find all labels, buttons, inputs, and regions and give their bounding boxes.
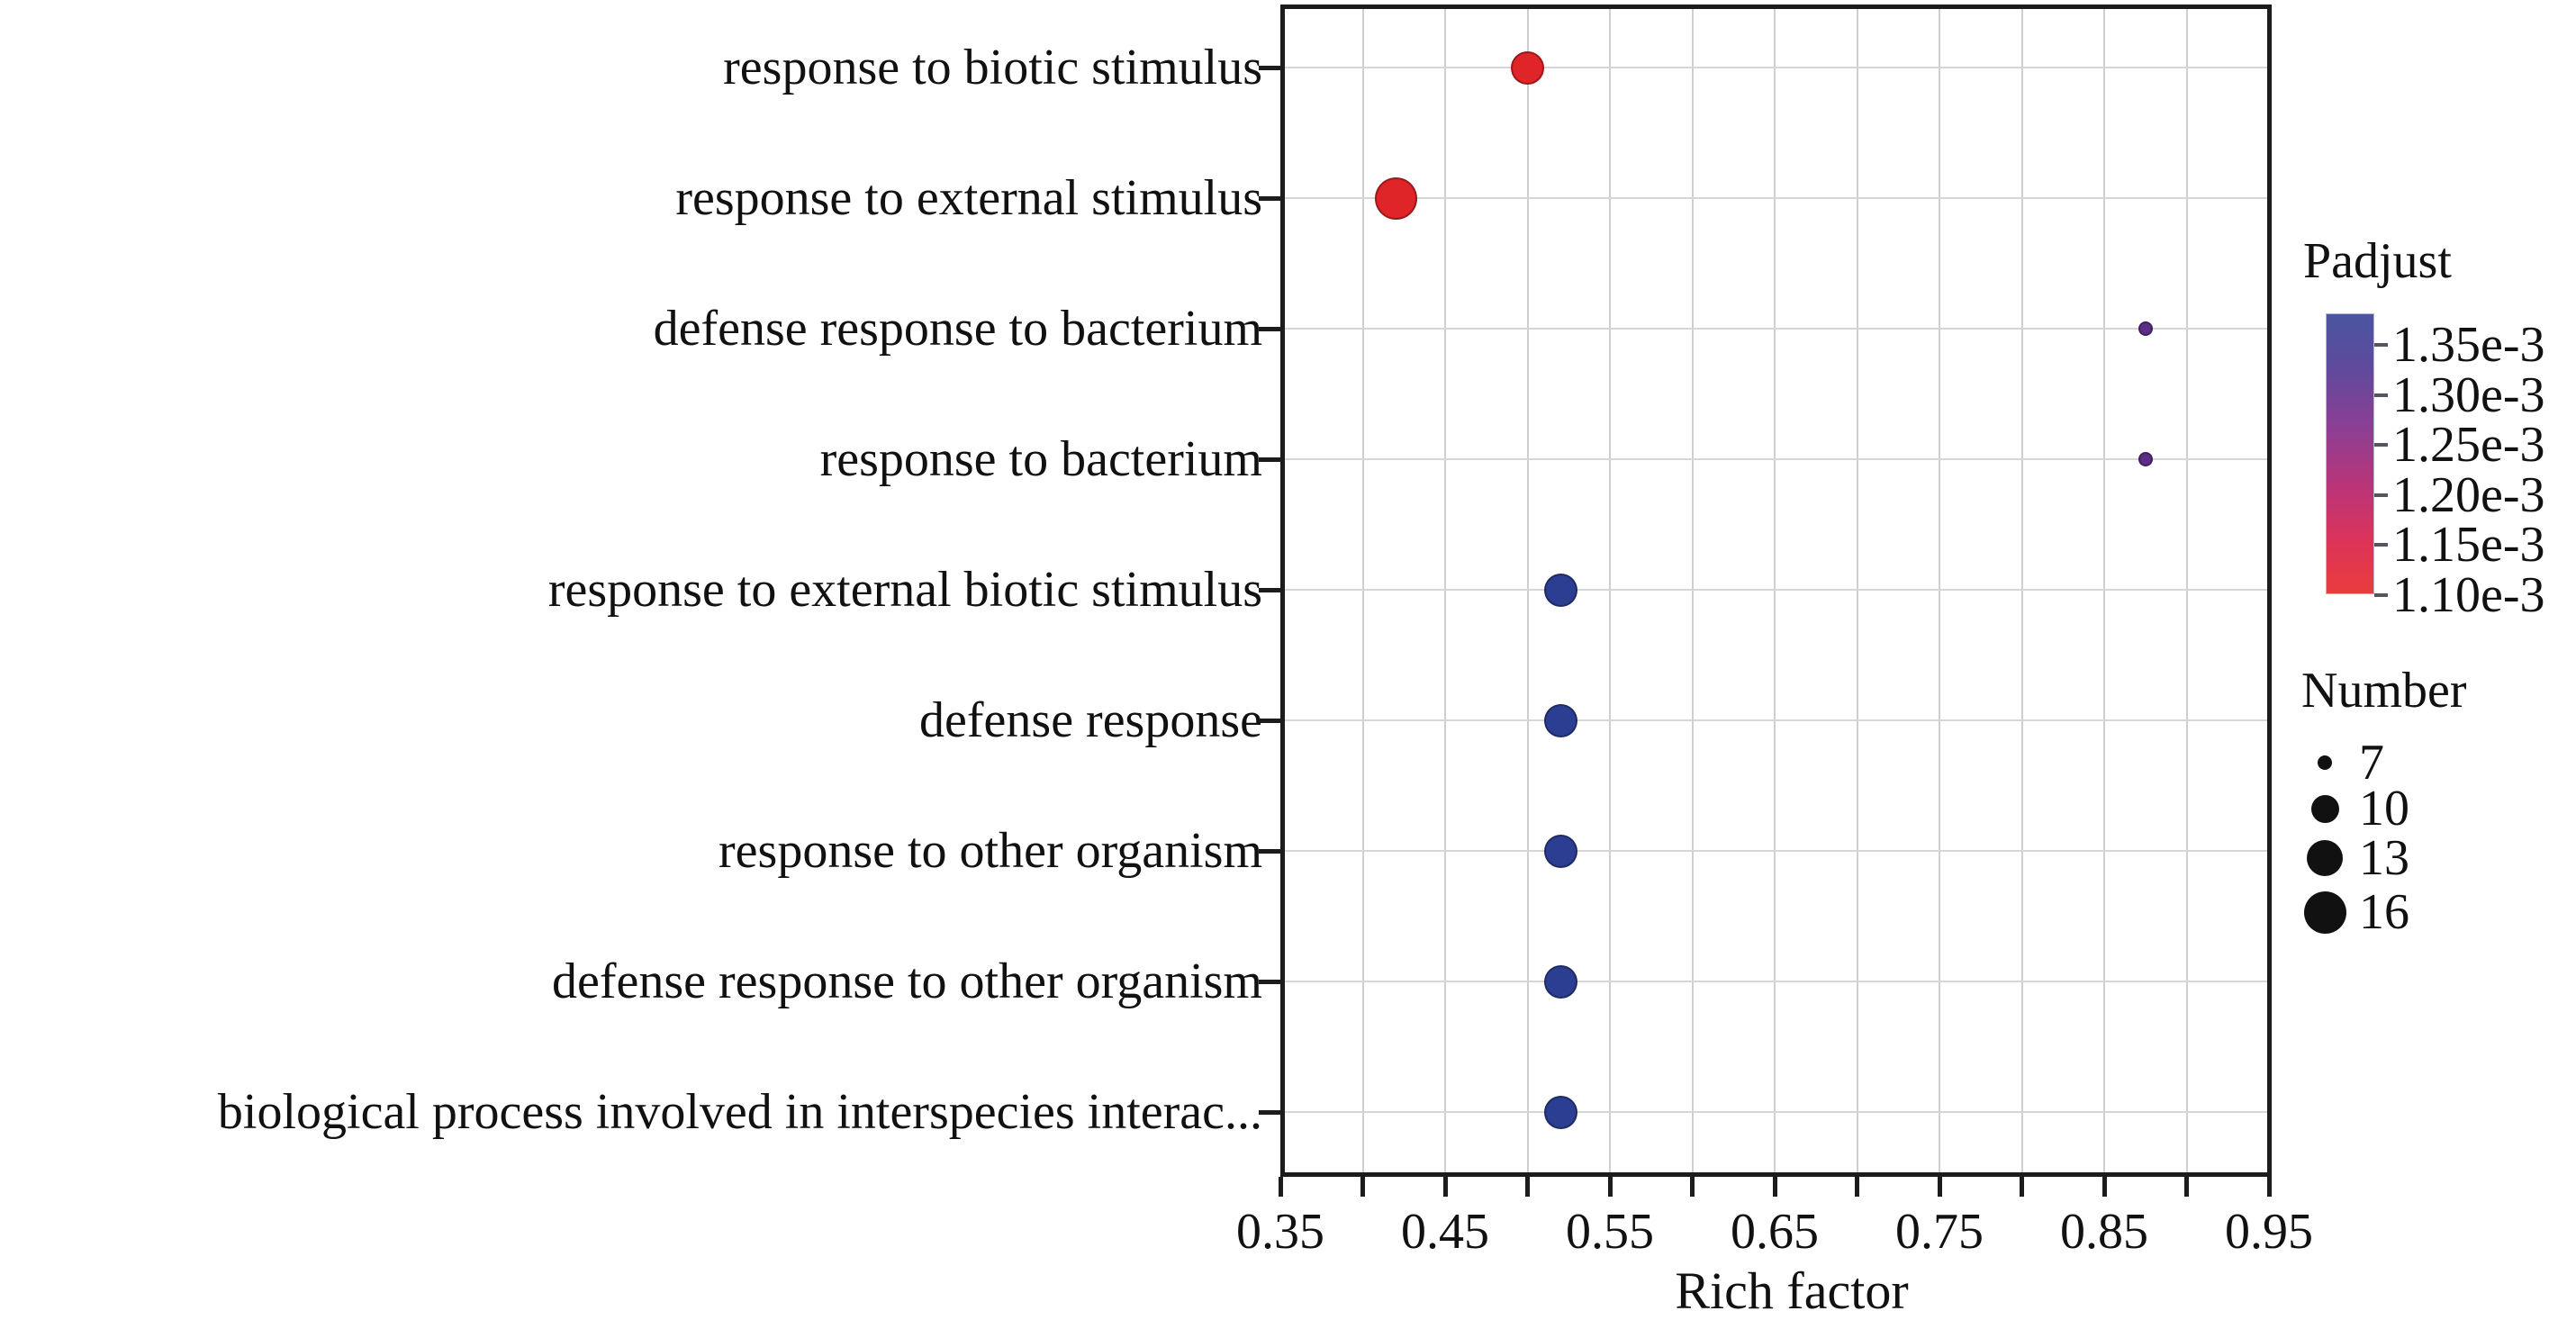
data-point [2138, 452, 2153, 466]
number-legend-dot [2318, 755, 2332, 770]
colorbar-tick [2374, 493, 2388, 497]
x-axis-tick [1278, 1177, 1283, 1197]
gridline-vertical [1691, 9, 1694, 1172]
y-axis-tick [1259, 848, 1280, 854]
data-point [1543, 1095, 1577, 1129]
colorbar-tick-label: 1.15e-3 [2392, 517, 2545, 574]
x-axis-tick [1360, 1177, 1365, 1197]
number-legend-dot [2310, 794, 2339, 823]
data-point [1543, 573, 1577, 607]
category-label: response to biotic stimulus [723, 40, 1262, 95]
gridline-horizontal [1285, 589, 2267, 591]
colorbar-tick-label: 1.20e-3 [2392, 466, 2545, 523]
y-axis-tick [1259, 65, 1280, 70]
colorbar-tick [2374, 393, 2388, 397]
number-legend-label: 13 [2359, 830, 2409, 886]
padjust-colorbar [2326, 313, 2374, 594]
x-tick-label: 0.65 [1731, 1204, 1819, 1260]
x-tick-label: 0.85 [2060, 1204, 2148, 1260]
x-tick-label: 0.45 [1401, 1204, 1489, 1260]
number-legend-dot [2303, 891, 2346, 934]
gridline-vertical [2103, 9, 2105, 1172]
category-label: response to bacterium [819, 431, 1262, 487]
y-axis-tick [1259, 1109, 1280, 1115]
colorbar-tick [2374, 343, 2388, 347]
gridline-horizontal [1285, 458, 2267, 460]
gridline-vertical [1609, 9, 1611, 1172]
data-point [2138, 321, 2153, 336]
category-label: defense response to bacterium [653, 301, 1262, 357]
x-axis-tick [1772, 1177, 1777, 1197]
x-tick-label: 0.35 [1236, 1204, 1324, 1260]
padjust-legend-title: Padjust [2303, 233, 2452, 289]
gridline-vertical [1774, 9, 1776, 1172]
gridline-vertical [1444, 9, 1446, 1172]
x-tick-label: 0.75 [1895, 1204, 1984, 1260]
gridline-horizontal [1285, 719, 2267, 721]
x-axis-tick [1442, 1177, 1448, 1197]
colorbar-tick [2374, 593, 2388, 597]
colorbar-tick [2374, 443, 2388, 448]
number-legend-label: 16 [2359, 884, 2409, 940]
y-axis-tick [1259, 457, 1280, 462]
gridline-horizontal [1285, 197, 2267, 199]
x-axis-tick [1525, 1177, 1530, 1197]
x-axis-tick [1607, 1177, 1613, 1197]
x-axis-tick [2101, 1177, 2107, 1197]
x-axis-tick [2020, 1177, 2024, 1197]
gridline-horizontal [1285, 328, 2267, 330]
number-legend-label: 7 [2359, 735, 2384, 791]
number-legend-dot [2307, 840, 2343, 876]
y-axis-tick [1259, 326, 1280, 331]
category-label: defense response to other organism [552, 954, 1262, 1009]
x-axis-tick [1690, 1177, 1695, 1197]
colorbar-tick [2374, 543, 2388, 547]
gridline-horizontal [1285, 1111, 2267, 1113]
data-point [1543, 703, 1577, 737]
colorbar-tick-label: 1.35e-3 [2392, 317, 2545, 373]
y-axis-tick [1259, 718, 1280, 723]
data-point [1511, 50, 1544, 85]
gridline-vertical [1361, 9, 1364, 1172]
number-legend-title: Number [2301, 663, 2467, 719]
y-axis-tick [1259, 587, 1280, 592]
data-point [1543, 964, 1577, 999]
gridline-vertical [2020, 9, 2023, 1172]
category-label: response to external stimulus [675, 170, 1262, 226]
category-label: biological process involved in interspec… [217, 1084, 1262, 1140]
x-axis-title: Rich factor [1675, 1261, 1909, 1320]
y-axis-tick [1259, 195, 1280, 201]
y-axis-tick [1259, 979, 1280, 984]
data-point [1543, 834, 1577, 868]
category-label: response to external biotic stimulus [547, 562, 1262, 618]
gridline-horizontal [1285, 67, 2267, 68]
x-axis-tick [1937, 1177, 1942, 1197]
category-label: defense response [919, 692, 1262, 748]
x-tick-label: 0.55 [1566, 1204, 1654, 1260]
x-axis-tick [2266, 1177, 2272, 1197]
colorbar-tick-label: 1.30e-3 [2392, 366, 2545, 423]
gridline-vertical [1856, 9, 1858, 1172]
number-legend-label: 10 [2359, 781, 2409, 836]
x-axis-tick [2184, 1177, 2189, 1197]
gridline-horizontal [1285, 981, 2267, 982]
colorbar-tick-label: 1.25e-3 [2392, 417, 2545, 474]
data-point [1374, 176, 1417, 220]
gridline-vertical [1939, 9, 1940, 1172]
gridline-vertical [1526, 9, 1529, 1172]
x-axis-tick [1855, 1177, 1859, 1197]
gridline-vertical [2185, 9, 2188, 1172]
category-label: response to other organism [719, 823, 1262, 879]
colorbar-tick-label: 1.10e-3 [2392, 567, 2545, 623]
gridline-horizontal [1285, 850, 2267, 852]
x-tick-label: 0.95 [2225, 1204, 2313, 1260]
